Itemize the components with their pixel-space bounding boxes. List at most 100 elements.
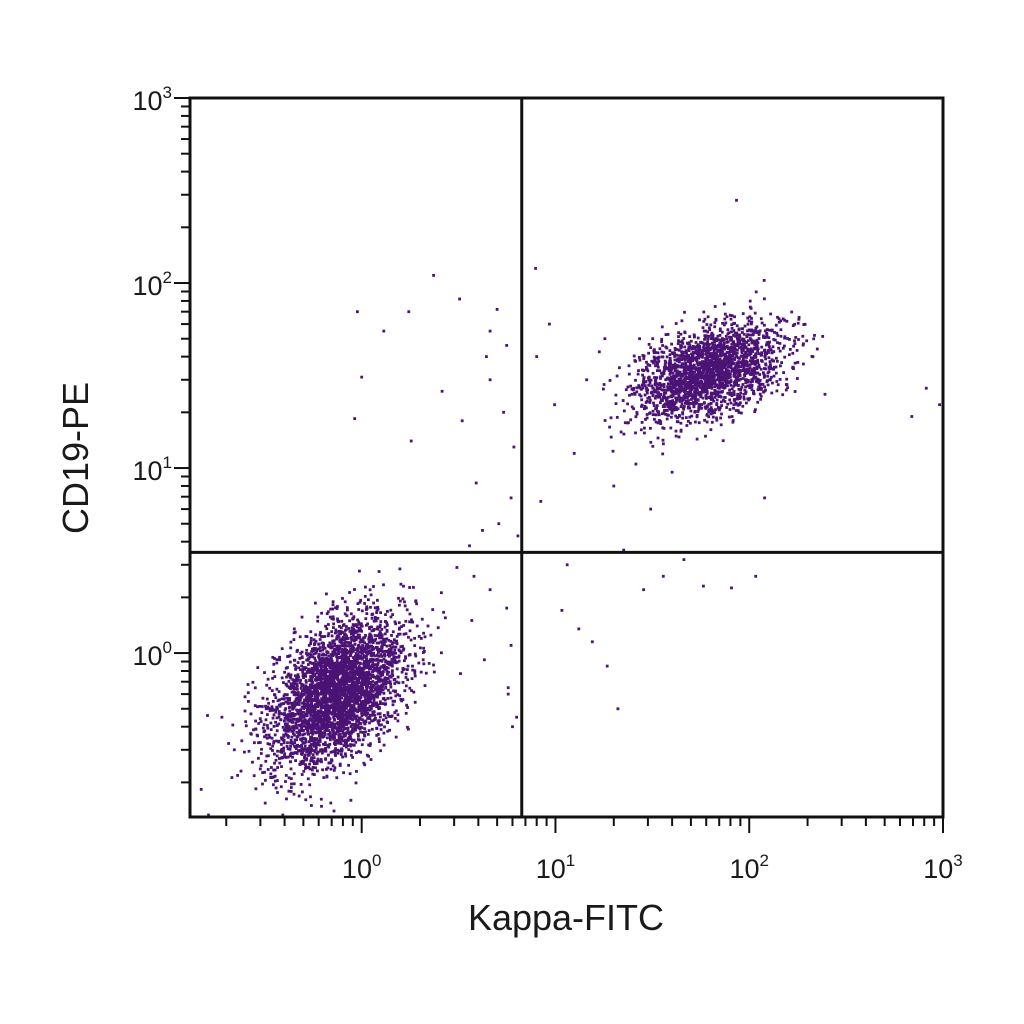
data-point: [363, 602, 366, 605]
data-point: [303, 718, 307, 722]
data-point: [674, 414, 678, 418]
data-point: [724, 321, 728, 325]
data-point: [314, 684, 318, 688]
data-point: [345, 614, 349, 618]
data-point: [417, 661, 421, 665]
data-point: [667, 395, 670, 399]
data-point: [651, 371, 655, 375]
data-point: [691, 359, 695, 363]
data-point: [417, 635, 421, 638]
data-point: [703, 317, 707, 321]
data-point: [367, 670, 371, 674]
data-point: [289, 676, 293, 680]
data-point: [436, 626, 440, 630]
data-point: [289, 767, 293, 771]
data-point: [690, 402, 693, 405]
data-point: [364, 585, 367, 589]
data-point: [317, 662, 320, 665]
data-point: [643, 407, 646, 411]
data-point: [320, 657, 324, 660]
data-point: [284, 707, 287, 710]
data-point: [283, 719, 286, 723]
data-point: [358, 697, 362, 701]
data-point: [341, 663, 344, 667]
data-point: [317, 656, 321, 659]
data-point: [644, 380, 648, 384]
data-point: [357, 703, 361, 707]
data-point: [354, 623, 358, 626]
data-point: [334, 731, 337, 735]
data-point: [243, 709, 247, 713]
data-point: [397, 621, 401, 625]
data-point: [365, 753, 369, 757]
data-point: [684, 416, 688, 419]
data-point: [366, 693, 370, 697]
data-point: [354, 722, 358, 726]
data-point: [316, 718, 320, 722]
data-point: [766, 379, 769, 382]
data-point: [320, 672, 323, 676]
data-point: [698, 318, 701, 322]
data-point: [382, 583, 385, 587]
data-point: [321, 696, 325, 699]
data-point: [698, 345, 702, 348]
data-point: [739, 377, 742, 381]
data-point: [348, 731, 352, 735]
data-point: [319, 727, 322, 731]
data-point: [722, 378, 726, 382]
data-point: [303, 744, 307, 748]
data-point: [729, 335, 732, 339]
data-point: [313, 762, 316, 766]
data-point: [703, 347, 706, 351]
data-point: [649, 378, 653, 382]
data-point: [597, 350, 601, 354]
data-point: [303, 724, 306, 728]
data-point: [710, 386, 714, 390]
data-point: [386, 729, 390, 733]
data-point: [293, 733, 296, 737]
data-point: [349, 630, 353, 634]
data-point: [769, 365, 772, 369]
data-point: [308, 685, 312, 689]
data-point: [723, 312, 727, 316]
data-point: [292, 658, 296, 662]
data-point: [382, 691, 386, 695]
data-point: [349, 689, 353, 692]
data-point: [344, 654, 348, 658]
data-point: [350, 682, 354, 686]
data-point: [303, 757, 307, 760]
data-point: [323, 697, 327, 701]
data-point: [720, 348, 724, 352]
data-point: [344, 701, 348, 705]
data-point: [665, 413, 669, 417]
data-point: [288, 686, 291, 689]
data-point: [342, 659, 346, 662]
data-point: [734, 401, 738, 405]
data-point: [368, 632, 372, 636]
data-point: [272, 670, 275, 674]
data-point: [355, 725, 359, 729]
data-point: [339, 753, 343, 756]
data-point: [751, 368, 754, 372]
data-point: [266, 677, 270, 681]
data-point: [270, 736, 274, 740]
data-point: [306, 658, 310, 662]
data-point: [716, 391, 719, 395]
data-point: [410, 620, 414, 624]
data-point: [360, 649, 363, 653]
data-point: [395, 639, 398, 643]
data-point: [321, 748, 324, 751]
data-point: [331, 641, 335, 644]
data-point: [676, 374, 680, 377]
data-point: [796, 377, 799, 380]
data-point: [286, 716, 290, 720]
data-point: [660, 325, 664, 329]
data-point: [363, 659, 366, 663]
data-point: [403, 604, 407, 608]
data-point: [393, 699, 396, 703]
data-point: [760, 321, 764, 325]
data-point: [322, 645, 325, 648]
data-point: [400, 670, 404, 674]
data-point: [333, 642, 337, 646]
data-point: [706, 330, 709, 334]
